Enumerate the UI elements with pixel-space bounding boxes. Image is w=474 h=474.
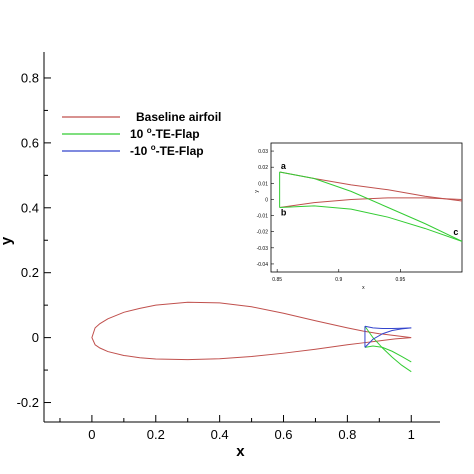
x-tick-label: 0.4 <box>211 427 229 442</box>
y-tick-label: 0 <box>32 330 39 345</box>
inset-y-tick-label: -0.03 <box>257 246 269 252</box>
x-axis-title: x <box>236 443 245 460</box>
x-tick-label: 1 <box>408 427 415 442</box>
inset-annotation-c: c <box>453 227 458 237</box>
inset-x-axis-title: x <box>362 285 365 291</box>
inset-y-axis-title: y <box>254 190 260 193</box>
y-tick-label: 0.6 <box>21 135 39 150</box>
inset-series-line-2 <box>279 171 463 242</box>
y-tick-label: 0.8 <box>21 70 39 85</box>
inset-series-line-1 <box>279 197 463 208</box>
x-tick-label: 0 <box>88 427 95 442</box>
legend-label-0: Baseline airfoil <box>136 110 221 124</box>
legend-label-2: -10 o-TE-Flap <box>130 143 204 158</box>
inset-background <box>255 140 463 295</box>
inset-y-tick-label: 0.02 <box>258 165 268 171</box>
legend-label-1: 10 o-TE-Flap <box>130 126 200 141</box>
inset-annotation-b: b <box>281 208 287 218</box>
series-line-0 <box>91 301 412 361</box>
x-tick-label: 0.8 <box>338 427 356 442</box>
inset-series-line-3 <box>279 205 463 242</box>
y-axis-title: y <box>0 236 15 245</box>
x-tick-label: 0.2 <box>147 427 165 442</box>
series-line-2 <box>364 345 412 363</box>
y-tick-label: 0.2 <box>21 265 39 280</box>
inset-y-tick-label: -0.01 <box>257 214 269 220</box>
inset-annotation-a: a <box>281 161 287 171</box>
x-tick-label: 0.6 <box>274 427 292 442</box>
inset-x-tick-label: 0.95 <box>396 277 406 283</box>
inset-x-tick-label: 0.85 <box>272 277 282 283</box>
series-line-4 <box>364 325 412 330</box>
inset-y-tick-label: 0.01 <box>258 181 268 187</box>
inset-y-tick-label: -0.04 <box>257 262 269 268</box>
inset-y-tick-label: 0.03 <box>258 149 268 155</box>
inset-y-tick-label: -0.02 <box>257 230 269 236</box>
y-tick-label: 0.4 <box>21 200 39 215</box>
inset-y-tick-label: 0 <box>265 197 268 203</box>
inset-frame <box>270 142 463 273</box>
series-line-1 <box>364 325 412 373</box>
series-line-3 <box>364 327 412 348</box>
y-tick-label: -0.2 <box>17 395 39 410</box>
inset-x-tick-label: 0.9 <box>335 277 342 283</box>
